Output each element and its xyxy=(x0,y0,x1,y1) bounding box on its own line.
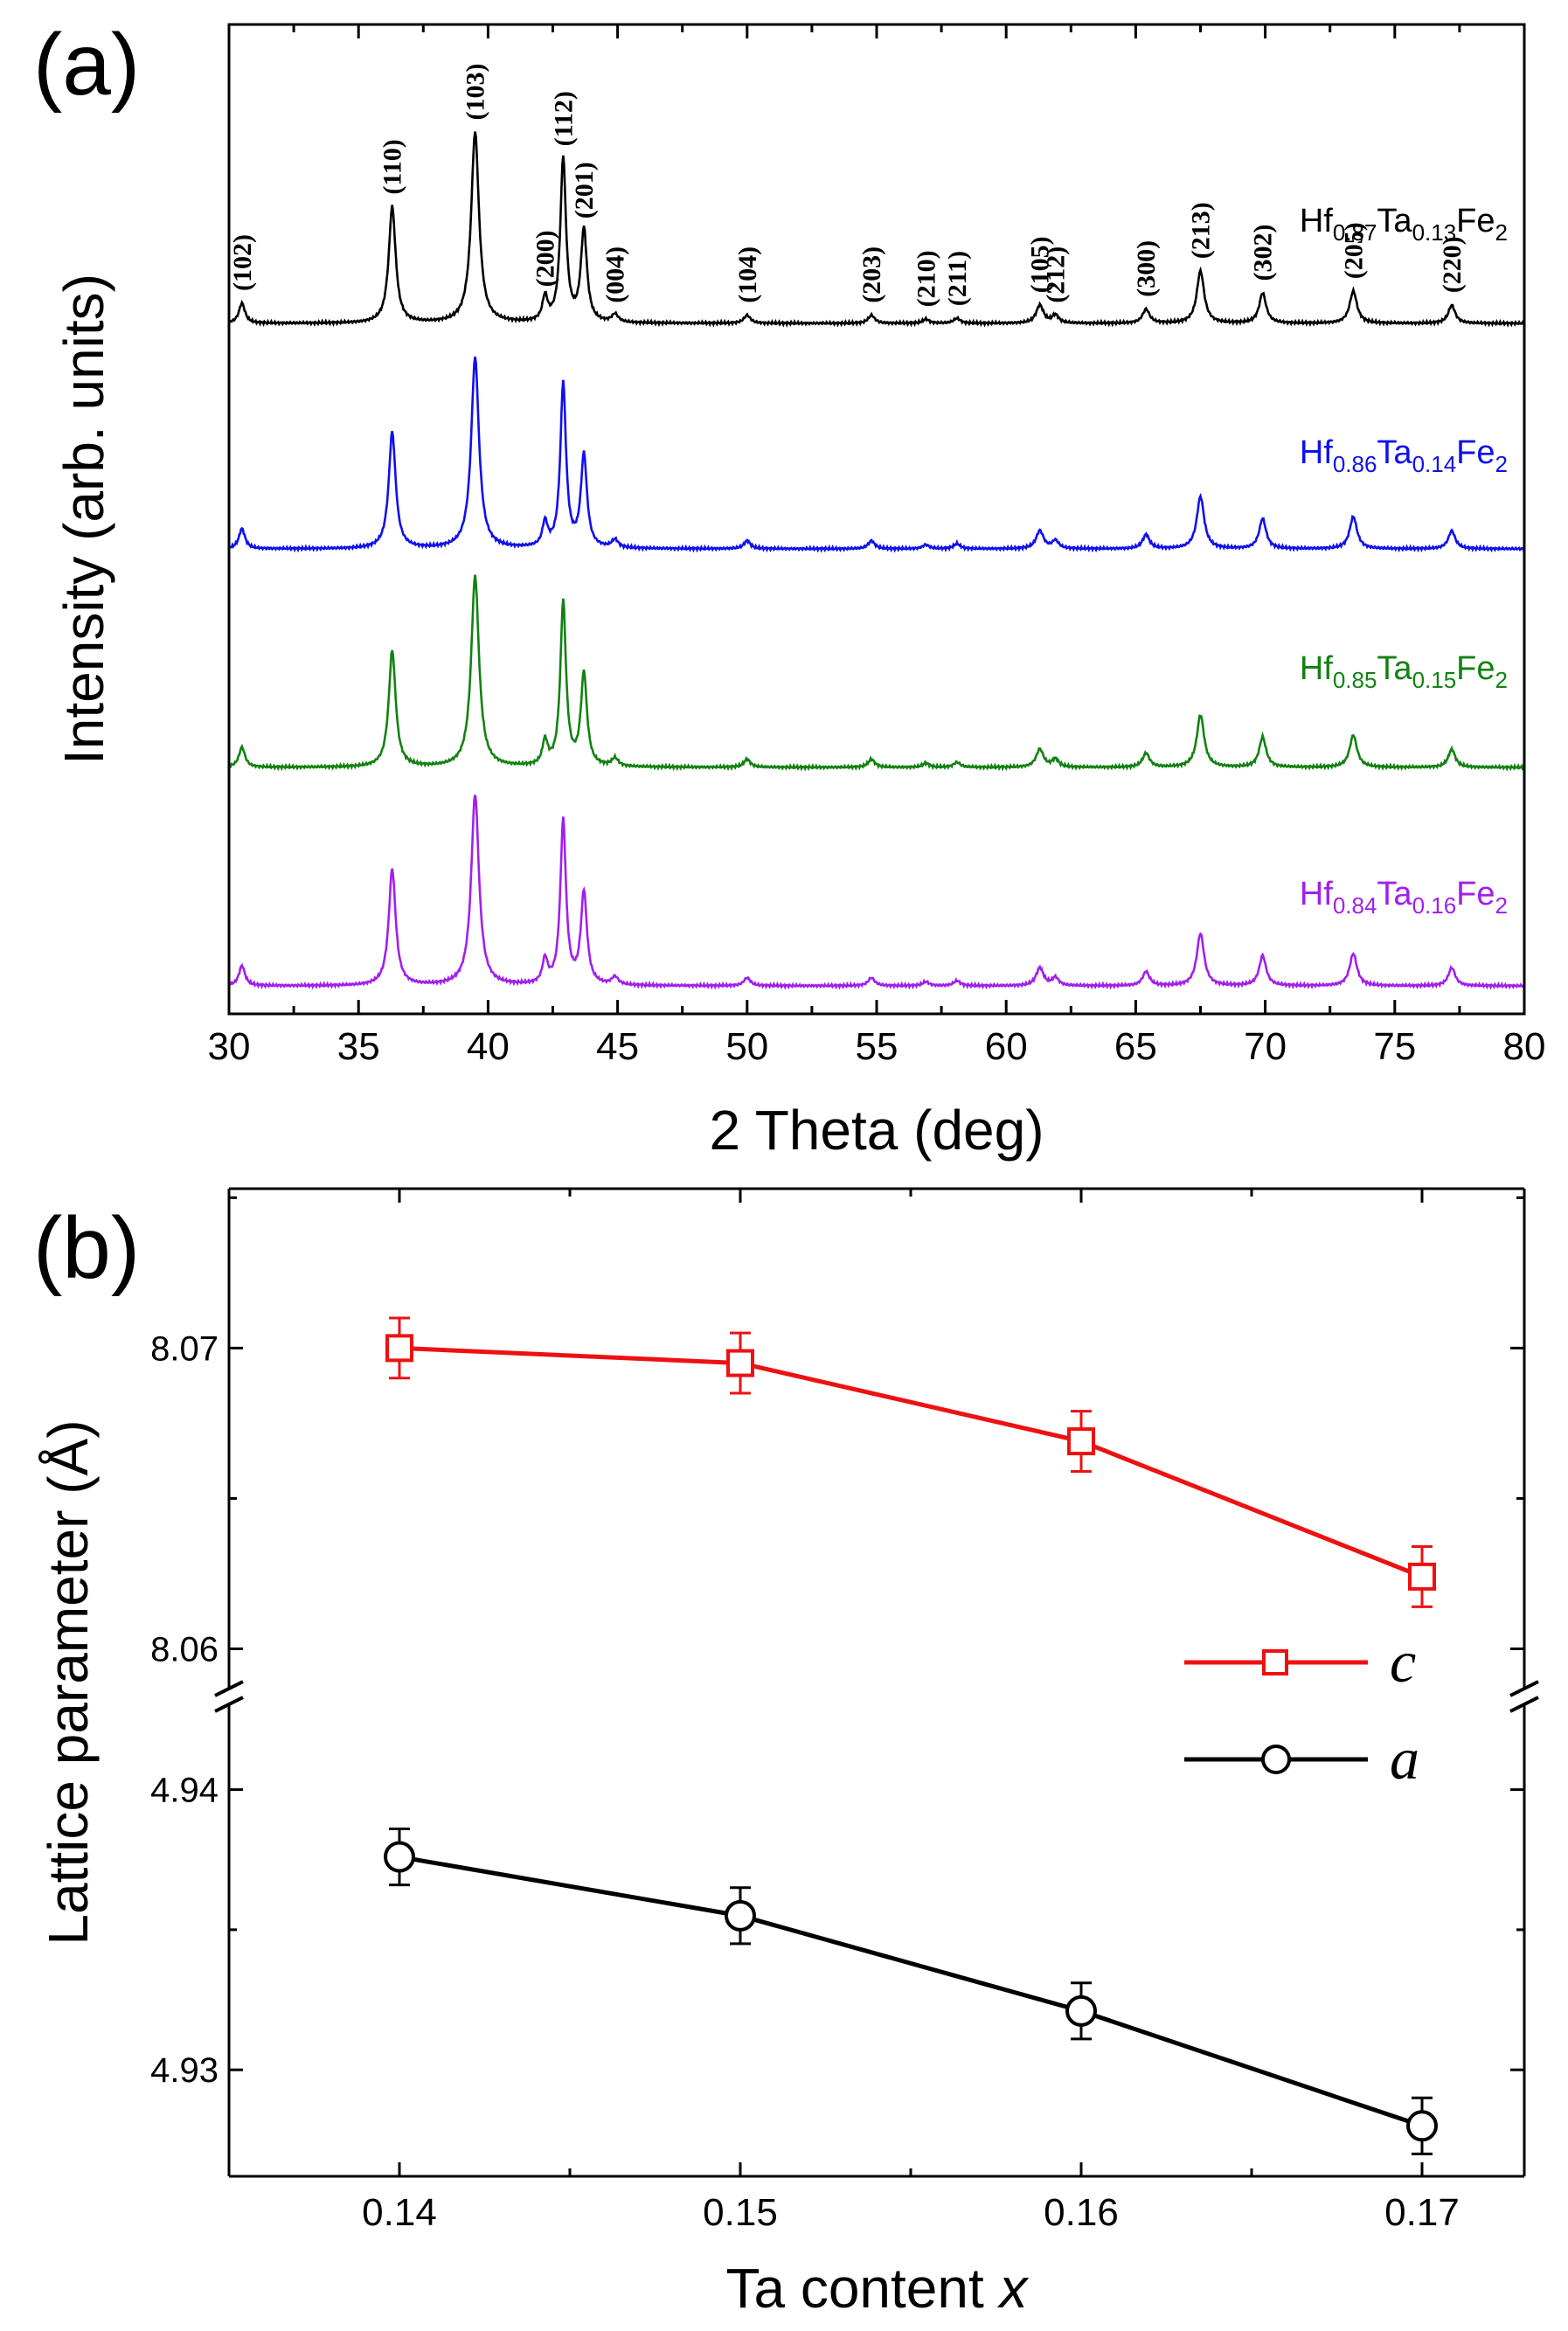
peak-label: (211) xyxy=(943,251,972,306)
x-tick-label: 0.14 xyxy=(362,2191,437,2234)
peak-label: (110) xyxy=(378,139,407,194)
xrd-pattern-4 xyxy=(228,794,1525,990)
axis-break-mark xyxy=(1509,1680,1539,1697)
x-tick-label: 80 xyxy=(1503,1025,1546,1068)
axis-break-mark xyxy=(1509,1696,1539,1713)
data-point-c xyxy=(385,1334,413,1363)
peak-label: (201) xyxy=(570,162,599,219)
peak-label: (302) xyxy=(1249,225,1278,281)
x-tick-label: 30 xyxy=(208,1025,251,1068)
panel-label-a: (a) xyxy=(33,16,140,114)
x-tick-label: 50 xyxy=(725,1025,768,1068)
y-tick-label: 8.07 xyxy=(150,1329,219,1368)
y-axis-title-a: Intensity (arb. units) xyxy=(52,274,115,765)
legend-marker-a xyxy=(1261,1745,1291,1774)
x-tick-label: 75 xyxy=(1373,1025,1416,1068)
panel-a: (a) Hf0.87Ta0.13Fe2 Hf0.86Ta0.14Fe2 Hf0.85T… xyxy=(33,16,1545,1162)
series-label-3: Hf0.85Ta0.15Fe2 xyxy=(1300,650,1508,693)
panel-b: (b) 0.14 0.15 0.16 0.17 8.06 8.07 4.93 4.94 ca Ta … xyxy=(33,1187,1539,2320)
data-point-c xyxy=(1067,1427,1095,1456)
x-tick-label: 35 xyxy=(337,1025,380,1068)
x-tick-label: 0.15 xyxy=(703,2191,778,2234)
series-line-a xyxy=(399,1855,1423,2128)
data-point-a xyxy=(1406,2110,1438,2142)
series-label-4: Hf0.84Ta0.16Fe2 xyxy=(1300,876,1508,919)
data-point-c xyxy=(726,1349,754,1377)
peak-label: (200) xyxy=(531,230,560,287)
x-tick-label: 0.16 xyxy=(1044,2191,1119,2234)
peak-label: (104) xyxy=(733,246,762,303)
data-point-a xyxy=(1065,1995,1097,2027)
panel-label-b: (b) xyxy=(33,1199,140,1297)
x-tick-label: 60 xyxy=(985,1025,1028,1068)
data-point-a xyxy=(725,1899,756,1932)
peak-label: (105) xyxy=(1026,236,1055,293)
x-tick-label: 40 xyxy=(467,1025,510,1068)
x-tick-label: 0.17 xyxy=(1384,2191,1460,2234)
peak-label: (220) xyxy=(1438,236,1467,293)
peak-label: (300) xyxy=(1132,240,1161,297)
x-axis-title-a: 2 Theta (deg) xyxy=(709,1099,1044,1162)
y-tick-label: 4.94 xyxy=(150,1772,219,1810)
x-tick-label: 70 xyxy=(1244,1025,1287,1068)
legend-label-a: a xyxy=(1390,1725,1419,1792)
xrd-pattern-2 xyxy=(227,356,1526,553)
xrd-pattern-3 xyxy=(228,574,1525,772)
plot-frame-a xyxy=(227,23,1526,1016)
y-tick-label: 4.93 xyxy=(150,2051,219,2090)
series-label-1: Hf0.87Ta0.13Fe2 xyxy=(1300,203,1508,246)
data-point-a xyxy=(384,1841,415,1873)
y-axis-title-b: Lattice parameter (Å) xyxy=(37,1419,100,1945)
peak-label: (203) xyxy=(857,246,886,303)
peak-label: (205) xyxy=(1339,222,1368,279)
peak-label: (103) xyxy=(461,64,490,121)
x-axis-title-b: Ta content x xyxy=(725,2257,1029,2320)
peak-label: (102) xyxy=(228,234,257,291)
axis-break-mark xyxy=(214,1680,244,1697)
peak-label: (213) xyxy=(1187,202,1216,259)
x-tick-label: 55 xyxy=(856,1025,898,1068)
legend-marker-c xyxy=(1262,1649,1288,1675)
series-label-2: Hf0.86Ta0.14Fe2 xyxy=(1300,434,1508,477)
legend-label-c: c xyxy=(1390,1628,1416,1695)
x-tick-label: 45 xyxy=(596,1025,639,1068)
y-tick-label: 8.06 xyxy=(150,1631,219,1669)
peak-label: (210) xyxy=(912,250,940,307)
xrd-pattern-1 xyxy=(228,131,1525,328)
axis-break-mark xyxy=(214,1696,244,1713)
x-tick-label: 65 xyxy=(1114,1025,1157,1068)
data-point-c xyxy=(1408,1562,1436,1591)
peak-label: (004) xyxy=(601,246,630,303)
peak-label: (212) xyxy=(1042,246,1071,303)
peak-label: (112) xyxy=(549,91,578,146)
series-line-c xyxy=(399,1345,1423,1579)
